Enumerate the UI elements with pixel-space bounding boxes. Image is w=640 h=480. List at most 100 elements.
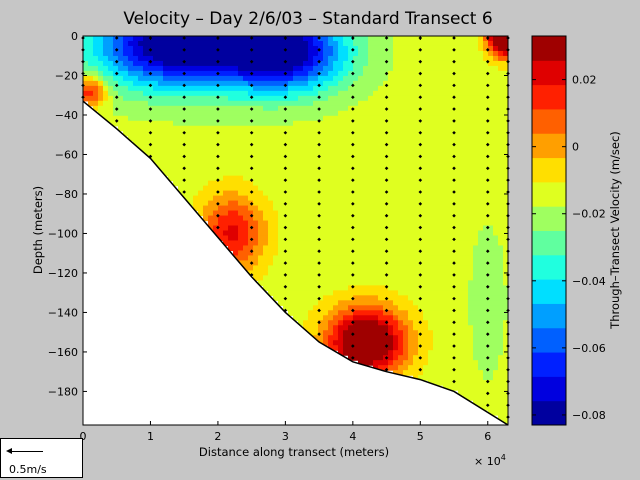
contour-cell — [348, 330, 354, 336]
contour-cell — [253, 240, 259, 247]
contour-cell — [298, 100, 304, 107]
contour-cell — [253, 220, 259, 227]
contour-cell — [248, 190, 254, 197]
contour-cell — [233, 150, 239, 157]
contour-cell — [288, 105, 294, 112]
contour-cell — [383, 95, 389, 102]
contour-cell — [423, 360, 429, 366]
contour-cell — [423, 370, 429, 376]
contour-cell — [493, 65, 499, 72]
contour-cell — [408, 70, 414, 77]
contour-cell — [488, 160, 494, 167]
contour-cell — [463, 140, 469, 147]
contour-cell — [313, 220, 319, 227]
contour-cell — [298, 135, 304, 142]
sample-point — [384, 202, 389, 206]
contour-cell — [213, 220, 219, 227]
contour-cell — [213, 95, 219, 102]
contour-cell — [403, 215, 409, 222]
contour-cell — [458, 235, 464, 242]
contour-cell — [328, 100, 334, 107]
contour-cell — [413, 335, 419, 341]
contour-cell — [358, 260, 364, 267]
contour-cell — [338, 215, 344, 222]
contour-cell — [403, 265, 409, 271]
contour-cell — [213, 200, 219, 207]
contour-cell — [188, 115, 194, 122]
contour-cell — [238, 210, 244, 217]
contour-cell — [243, 255, 249, 262]
contour-cell — [443, 340, 449, 346]
contour-cell — [278, 100, 284, 107]
contour-cell — [313, 125, 319, 132]
contour-cell — [83, 90, 89, 97]
sample-point — [249, 202, 254, 206]
contour-cell — [468, 75, 474, 82]
contour-cell — [393, 200, 399, 207]
contour-cell — [353, 200, 359, 207]
sample-point — [114, 71, 119, 76]
contour-cell — [278, 265, 284, 271]
contour-cell — [358, 130, 364, 137]
contour-cell — [343, 195, 349, 202]
contour-cell — [308, 290, 314, 296]
contour-cell — [288, 155, 294, 162]
contour-cell — [378, 265, 384, 271]
sample-point — [148, 107, 153, 111]
contour-cell — [203, 210, 209, 217]
contour-cell — [158, 80, 164, 87]
contour-cell — [283, 250, 289, 257]
contour-cell — [473, 370, 479, 376]
contour-cell — [328, 280, 334, 286]
contour-cell — [468, 370, 474, 376]
colorbar-label: Through–Transect Velocity (m/sec) — [608, 131, 622, 330]
contour-cell — [428, 45, 434, 52]
contour-cell — [363, 210, 369, 217]
contour-cell — [323, 340, 329, 346]
contour-cell — [343, 85, 349, 92]
contour-cell — [473, 85, 479, 92]
contour-cell — [338, 135, 344, 142]
contour-cell — [143, 140, 149, 147]
contour-cell — [468, 330, 474, 336]
contour-cell — [168, 140, 174, 147]
contour-cell — [293, 130, 299, 137]
sample-point — [216, 95, 220, 100]
seabed-outline — [82, 100, 509, 426]
contour-cell — [358, 195, 364, 202]
contour-cell — [483, 125, 489, 132]
contour-cell — [368, 170, 374, 177]
contour-cell — [408, 130, 414, 137]
contour-cell — [278, 160, 284, 167]
contour-cell — [328, 160, 334, 167]
contour-cell — [448, 370, 454, 376]
contour-cell — [368, 230, 374, 237]
sample-point — [418, 178, 423, 182]
contour-cell — [403, 170, 409, 177]
contour-cell — [303, 175, 309, 182]
contour-cell — [213, 45, 219, 52]
contour-cell — [398, 345, 404, 351]
contour-cell — [223, 195, 229, 202]
contour-cell — [373, 36, 379, 42]
contour-cell — [503, 250, 508, 257]
contour-cell — [478, 350, 484, 356]
contour-cell — [338, 60, 344, 67]
contour-cell — [203, 175, 209, 182]
contour-cell — [458, 365, 464, 371]
contour-cell — [268, 105, 274, 112]
contour-cell — [448, 100, 454, 107]
contour-cell — [328, 210, 334, 217]
contour-cell — [313, 245, 319, 252]
contour-cell — [448, 235, 454, 242]
contour-cell — [428, 250, 434, 257]
contour-cell — [218, 160, 224, 167]
contour-cell — [478, 220, 484, 227]
contour-cell — [468, 115, 474, 122]
contour-cell — [278, 300, 284, 306]
contour-cell — [313, 80, 319, 87]
contour-cell — [498, 355, 504, 361]
contour-cell — [183, 140, 189, 147]
contour-cell — [413, 145, 419, 152]
contour-cell — [483, 140, 489, 147]
